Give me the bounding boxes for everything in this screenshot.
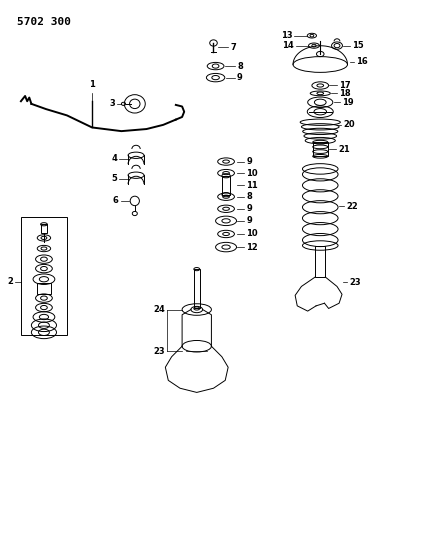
Text: 18: 18 — [338, 89, 350, 98]
Text: 12: 12 — [245, 243, 257, 252]
Text: 3: 3 — [109, 99, 115, 108]
Text: 4: 4 — [111, 155, 117, 164]
Text: 9: 9 — [245, 157, 251, 166]
Text: 16: 16 — [355, 58, 367, 67]
Text: 22: 22 — [345, 201, 357, 211]
Text: 23: 23 — [153, 347, 165, 356]
Text: 24: 24 — [153, 305, 165, 314]
Bar — [222, 176, 230, 195]
Text: 9: 9 — [245, 204, 251, 213]
Text: 9: 9 — [236, 73, 242, 82]
Bar — [21, 216, 67, 335]
Text: 2: 2 — [8, 277, 13, 286]
Text: 21: 21 — [337, 145, 349, 154]
Text: 5702 300: 5702 300 — [17, 17, 71, 27]
Text: 8: 8 — [237, 62, 242, 70]
Text: 10: 10 — [245, 168, 257, 177]
Bar — [193, 269, 199, 309]
Text: 1: 1 — [89, 80, 95, 89]
Text: 8: 8 — [245, 192, 251, 201]
Text: 13: 13 — [280, 31, 291, 40]
Text: 6: 6 — [112, 197, 118, 205]
Text: 7: 7 — [230, 43, 236, 52]
Bar — [40, 224, 47, 233]
Bar — [314, 246, 325, 277]
Text: 5: 5 — [111, 174, 117, 183]
Text: 9: 9 — [245, 216, 251, 225]
Bar — [37, 284, 51, 294]
Text: 19: 19 — [341, 98, 353, 107]
Text: 23: 23 — [349, 278, 360, 287]
Text: 14: 14 — [282, 41, 293, 50]
Text: 17: 17 — [338, 81, 350, 90]
Text: 11: 11 — [245, 181, 257, 190]
Text: 20: 20 — [343, 120, 354, 130]
Bar — [312, 142, 327, 156]
Text: 15: 15 — [351, 41, 363, 50]
Text: 10: 10 — [245, 230, 257, 238]
